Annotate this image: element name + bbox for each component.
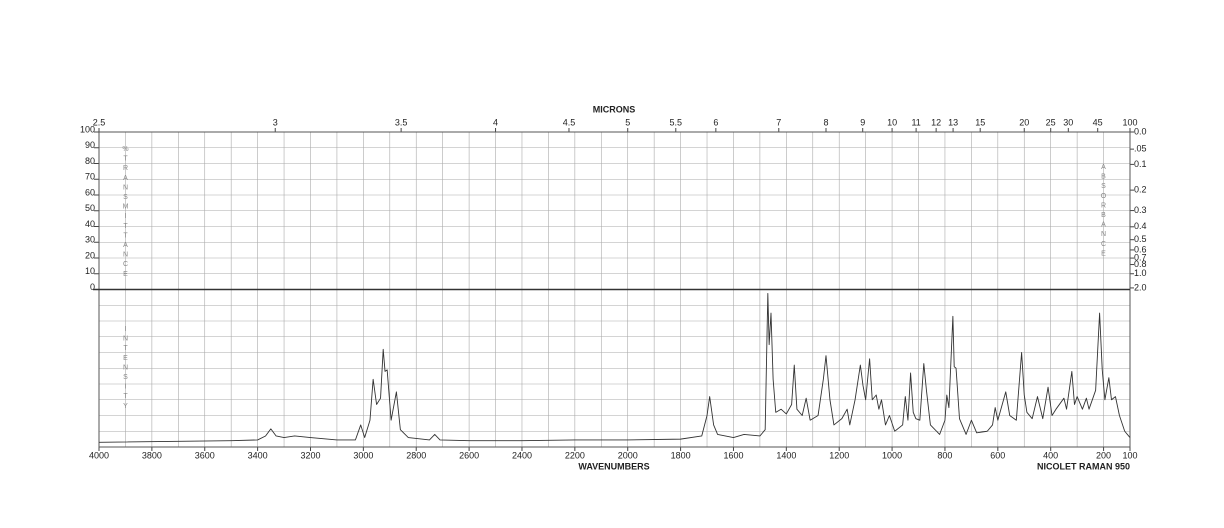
x2-tick-label: 2.5 xyxy=(93,117,106,127)
x2-tick-label: 5.5 xyxy=(670,117,683,127)
y-tick-label: 80 xyxy=(85,156,95,166)
y2-tick-label: 0.8 xyxy=(1134,259,1147,269)
x-tick-label: 2800 xyxy=(406,450,426,460)
x-tick-label: 1600 xyxy=(723,450,743,460)
y-tick-label: 10 xyxy=(85,266,95,276)
y2-tick-label: 1.0 xyxy=(1134,268,1147,278)
intensity-title: INTENSITY xyxy=(122,326,129,413)
y2-tick-label: 0.0 xyxy=(1134,126,1147,136)
y2-tick-label: 2.0 xyxy=(1134,282,1147,292)
x2-tick-label: 8 xyxy=(823,117,828,127)
x2-tick-label: 13 xyxy=(948,117,958,127)
x2-tick-label: 25 xyxy=(1046,117,1056,127)
x-tick-label: 2000 xyxy=(618,450,638,460)
x-tick-label: 1000 xyxy=(882,450,902,460)
x2-tick-label: 6 xyxy=(713,117,718,127)
y2-tick-label: 0.2 xyxy=(1134,184,1147,194)
x2-tick-label: 3.5 xyxy=(395,117,408,127)
y-tick-label: 20 xyxy=(85,250,95,260)
x2-tick-label: 9 xyxy=(860,117,865,127)
x2-tick-label: 45 xyxy=(1093,117,1103,127)
x2-tick-label: 10 xyxy=(887,117,897,127)
x2-tick-label: 15 xyxy=(975,117,985,127)
y2-tick-label: .05 xyxy=(1134,144,1147,154)
x-tick-label: 400 xyxy=(1043,450,1058,460)
y-tick-label: 30 xyxy=(85,235,95,245)
y-axis-title: %TRANSMITTANCE xyxy=(122,146,129,281)
y2-tick-label: 0.4 xyxy=(1134,221,1147,231)
x-tick-label: 600 xyxy=(990,450,1005,460)
x-tick-label: 2200 xyxy=(565,450,585,460)
x2-tick-label: 7 xyxy=(776,117,781,127)
x-axis-title: WAVENUMBERS xyxy=(578,461,649,471)
x2-tick-label: 30 xyxy=(1063,117,1073,127)
x-tick-label: 1800 xyxy=(671,450,691,460)
y-tick-label: 40 xyxy=(85,219,95,229)
x2-axis-title: MICRONS xyxy=(593,104,636,114)
x-tick-label: 3800 xyxy=(142,450,162,460)
y2-tick-label: 0.7 xyxy=(1134,252,1147,262)
x-tick-label: 800 xyxy=(937,450,952,460)
x2-tick-label: 12 xyxy=(931,117,941,127)
x-tick-label: 4000 xyxy=(89,450,109,460)
y-tick-label: 0 xyxy=(90,282,95,292)
x-tick-label: 3000 xyxy=(353,450,373,460)
y-tick-label: 100 xyxy=(80,124,95,134)
x-tick-label: 1200 xyxy=(829,450,849,460)
y-tick-label: 50 xyxy=(85,203,95,213)
x-tick-label: 200 xyxy=(1096,450,1111,460)
y2-axis-title: ABSORBANCE xyxy=(1100,164,1107,260)
x-tick-label: 3600 xyxy=(195,450,215,460)
x-tick-label: 3400 xyxy=(248,450,268,460)
x2-tick-label: 20 xyxy=(1019,117,1029,127)
x-tick-label: 1400 xyxy=(776,450,796,460)
x2-tick-label: 4 xyxy=(493,117,498,127)
y2-tick-label: 0.1 xyxy=(1134,159,1147,169)
x2-tick-label: 100 xyxy=(1122,117,1137,127)
x-tick-label: 2600 xyxy=(459,450,479,460)
y-tick-label: 90 xyxy=(85,140,95,150)
x-tick-label: 100 xyxy=(1122,450,1137,460)
instrument-label: NICOLET RAMAN 950 xyxy=(1037,461,1130,471)
x-tick-label: 3200 xyxy=(300,450,320,460)
y2-tick-label: 0.3 xyxy=(1134,205,1147,215)
y2-tick-label: 0.6 xyxy=(1134,244,1147,254)
y2-tick-label: 0.5 xyxy=(1134,234,1147,244)
y-tick-label: 70 xyxy=(85,172,95,182)
x2-tick-label: 5 xyxy=(625,117,630,127)
x2-tick-label: 11 xyxy=(911,117,920,127)
x2-tick-label: 3 xyxy=(273,117,278,127)
y-tick-label: 60 xyxy=(85,187,95,197)
x2-tick-label: 4.5 xyxy=(563,117,576,127)
x-tick-label: 2400 xyxy=(512,450,532,460)
spectrum-line xyxy=(98,292,1131,443)
